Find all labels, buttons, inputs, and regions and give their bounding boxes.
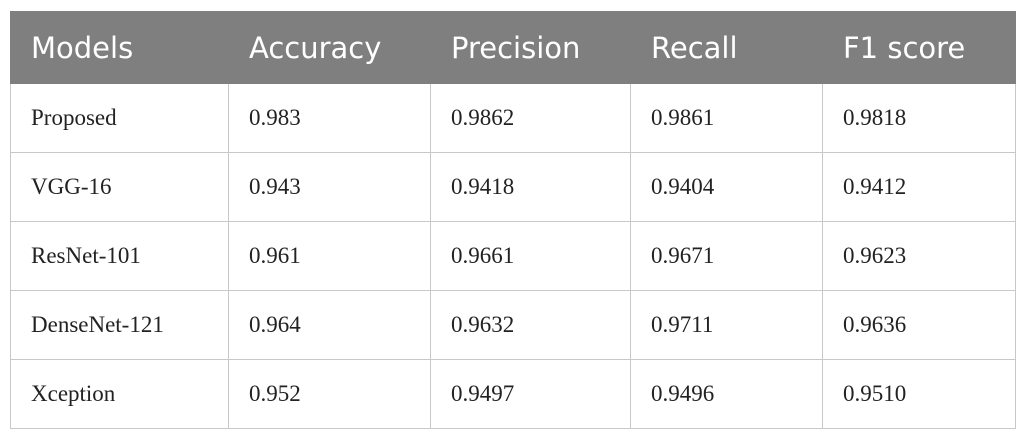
table-row: ResNet-101 0.961 0.9661 0.9671 0.9623	[10, 221, 1016, 291]
metric-cell: 0.9661	[430, 221, 631, 291]
table-body: Proposed 0.983 0.9862 0.9861 0.9818 VGG-16 0.9…	[10, 83, 1016, 429]
metric-cell: 0.952	[228, 359, 431, 429]
metric-cell: 0.9711	[630, 290, 823, 360]
model-name: Proposed	[10, 83, 229, 153]
table-row: Proposed 0.983 0.9862 0.9861 0.9818	[10, 83, 1016, 153]
metric-cell: 0.9496	[630, 359, 823, 429]
metric-cell: 0.9636	[822, 290, 1016, 360]
header-cell: Accuracy	[228, 11, 431, 84]
metric-cell: 0.964	[228, 290, 431, 360]
table-row: DenseNet-121 0.964 0.9632 0.9711 0.9636	[10, 290, 1016, 360]
metric-cell: 0.9671	[630, 221, 823, 291]
metric-cell: 0.9404	[630, 152, 823, 222]
metric-cell: 0.9418	[430, 152, 631, 222]
model-name: VGG-16	[10, 152, 229, 222]
model-name: DenseNet-121	[10, 290, 229, 360]
metric-cell: 0.9497	[430, 359, 631, 429]
model-name: Xception	[10, 359, 229, 429]
table-row: Xception 0.952 0.9497 0.9496 0.9510	[10, 359, 1016, 429]
header-cell: Precision	[430, 11, 631, 84]
model-name: ResNet-101	[10, 221, 229, 291]
metric-cell: 0.9632	[430, 290, 631, 360]
header-cell: F1 score	[822, 11, 1016, 84]
metric-cell: 0.961	[228, 221, 431, 291]
metric-cell: 0.9510	[822, 359, 1016, 429]
table-row: VGG-16 0.943 0.9418 0.9404 0.9412	[10, 152, 1016, 222]
metric-cell: 0.983	[228, 83, 431, 153]
metric-cell: 0.9623	[822, 221, 1016, 291]
metric-cell: 0.9862	[430, 83, 631, 153]
header-row: Models Accuracy Precision Recall F1 score	[10, 11, 1016, 84]
table-wrapper: Models Accuracy Precision Recall F1 score Pr…	[10, 11, 1016, 429]
header-cell: Models	[10, 11, 229, 84]
metric-cell: 0.9818	[822, 83, 1016, 153]
results-table: Models Accuracy Precision Recall F1 score Pr…	[10, 11, 1016, 429]
metric-cell: 0.9412	[822, 152, 1016, 222]
header-cell: Recall	[630, 11, 823, 84]
metric-cell: 0.9861	[630, 83, 823, 153]
metric-cell: 0.943	[228, 152, 431, 222]
